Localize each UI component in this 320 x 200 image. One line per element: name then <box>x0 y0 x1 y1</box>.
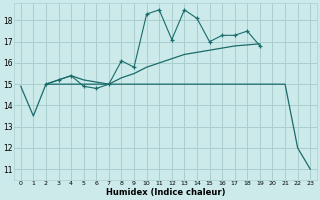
X-axis label: Humidex (Indice chaleur): Humidex (Indice chaleur) <box>106 188 225 197</box>
